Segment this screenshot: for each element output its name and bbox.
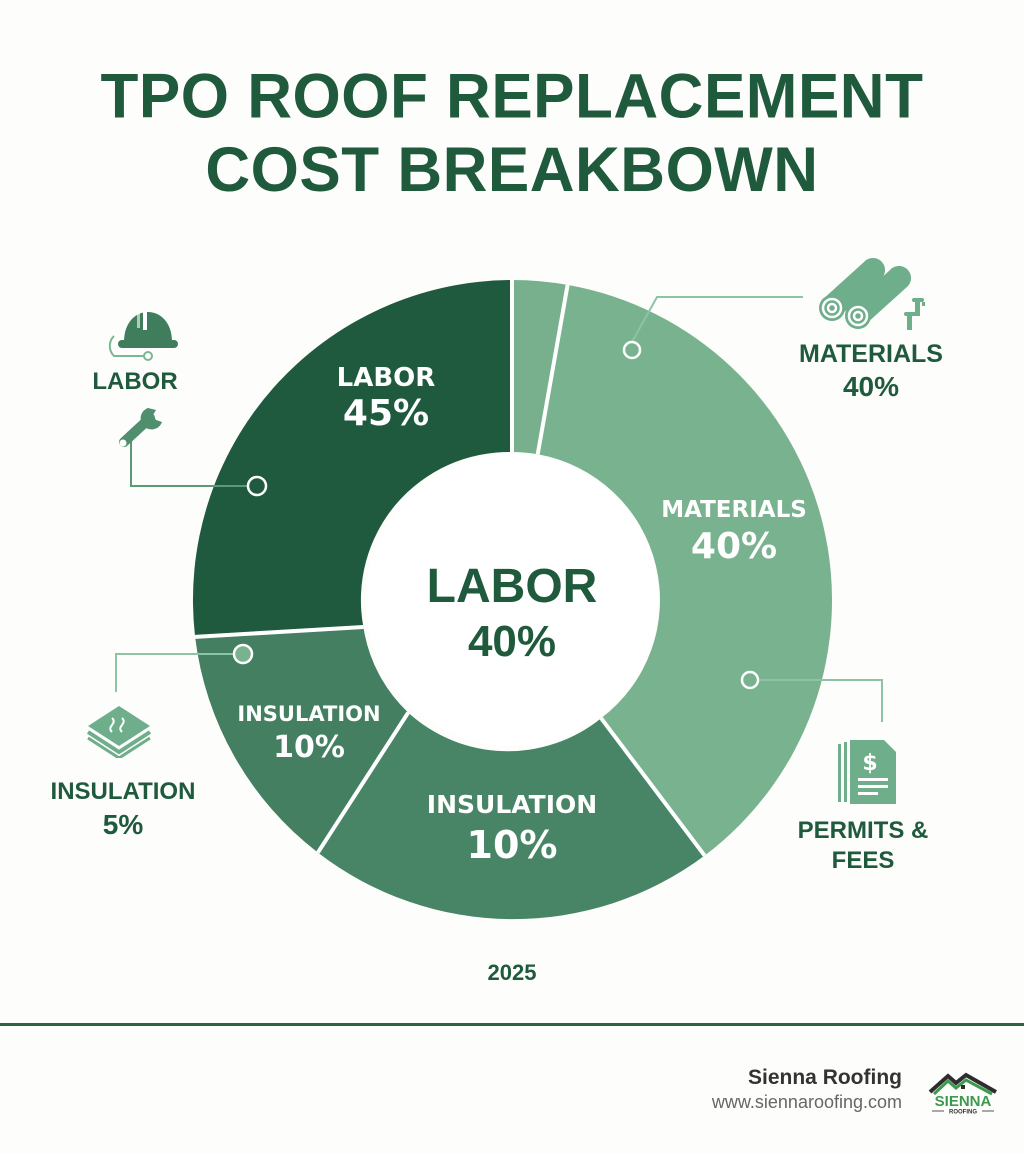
material-rolls-icon: [819, 257, 925, 330]
donut-hole: [366, 454, 658, 746]
brand-url[interactable]: www.siennaroofing.com: [711, 1092, 902, 1112]
svg-text:$: $: [862, 751, 877, 776]
callout-insulation: INSULATION 5%: [50, 778, 196, 840]
svg-text:ROOFING: ROOFING: [949, 1110, 977, 1115]
center-label: LABOR 40%: [426, 560, 598, 666]
callout-materials: MATERIALS 40%: [799, 340, 943, 402]
label-insulation-left-segment: INSULATION 10%: [237, 702, 381, 765]
brand-name: Sienna Roofing: [748, 1066, 902, 1089]
label-insulation-bottom-segment: INSULATION 10%: [426, 790, 598, 867]
callout-connectors: [108, 296, 883, 722]
page-title: TPO ROOF REPLACEMENT COST BREAKBOWN: [0, 61, 1024, 208]
segment-insulation-bottom: [317, 712, 705, 920]
title-line-2: COST BREAKBOWN: [205, 135, 819, 206]
segment-separators: [194, 280, 707, 857]
sienna-roofing-logo-icon: SIENNA ROOFING: [928, 1072, 997, 1115]
label-materials-segment: MATERIALS 40%: [661, 497, 807, 567]
invoice-document-icon: $: [838, 740, 896, 804]
hard-hat-icon: [118, 310, 178, 348]
footer-divider: [0, 1023, 1024, 1026]
wrench-icon: [119, 408, 162, 447]
svg-text:SIENNA: SIENNA: [935, 1093, 992, 1110]
callout-labor-label: LABOR: [92, 368, 178, 395]
title-line-1: TPO ROOF REPLACEMENT: [100, 61, 924, 132]
label-labor-segment: LABOR 45%: [336, 363, 436, 434]
footer-brand: Sienna Roofing www.siennaroofing.com: [712, 1066, 902, 1114]
segment-insulation-left: [195, 627, 409, 853]
callout-permits-fees: PERMITS & FEES: [797, 817, 929, 874]
insulation-board-icon: [86, 706, 152, 758]
segment-materials: [537, 284, 833, 856]
year-label: 2025: [487, 960, 537, 985]
segment-sliver: [512, 280, 568, 455]
segment-labor: [192, 280, 512, 637]
